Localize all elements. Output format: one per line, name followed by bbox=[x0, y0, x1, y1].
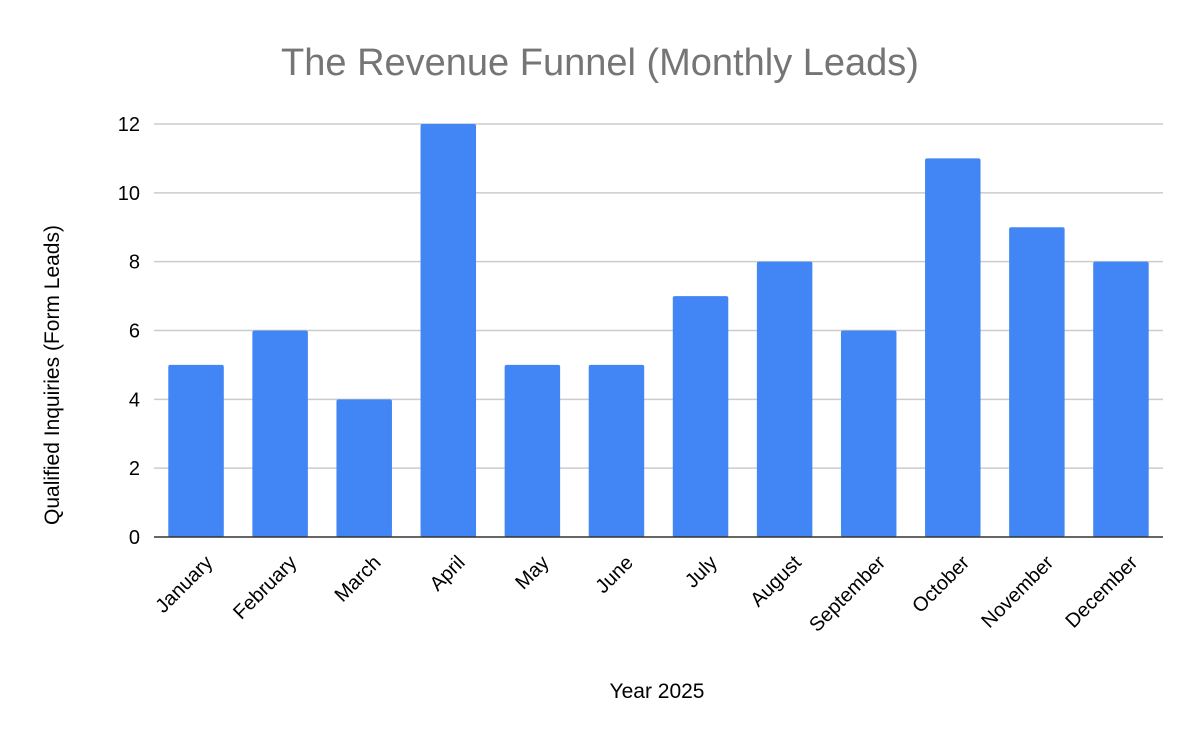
bar-december bbox=[1093, 261, 1149, 537]
bars bbox=[168, 124, 1149, 537]
x-tick-label: October bbox=[908, 551, 974, 617]
bar-april bbox=[420, 124, 477, 537]
y-tick-label: 6 bbox=[129, 321, 140, 343]
bar-march bbox=[336, 399, 392, 537]
gridlines bbox=[154, 123, 1163, 469]
bar-october bbox=[925, 158, 981, 537]
bar-february bbox=[252, 330, 308, 537]
x-tick-label: April bbox=[426, 552, 470, 596]
x-tick-label: July bbox=[681, 552, 722, 593]
x-tick-label: December bbox=[1061, 551, 1142, 632]
y-axis-title: Qualified Inquiries (Form Leads) bbox=[41, 225, 64, 525]
x-tick-label: November bbox=[977, 551, 1058, 632]
bar-november bbox=[1009, 227, 1065, 537]
x-tick-label: August bbox=[746, 551, 806, 611]
y-tick-label: 0 bbox=[129, 527, 140, 549]
bar-may bbox=[504, 364, 561, 537]
chart-title: The Revenue Funnel (Monthly Leads) bbox=[281, 42, 919, 84]
y-tick-label: 10 bbox=[118, 183, 140, 205]
x-axis-ticks: January February March April May June July Augu… bbox=[151, 551, 1142, 636]
bar-june bbox=[588, 364, 645, 537]
y-tick-label: 12 bbox=[118, 114, 140, 136]
bar-september bbox=[840, 330, 897, 537]
y-tick-label: 4 bbox=[129, 389, 140, 411]
x-tick-label: January bbox=[151, 552, 217, 618]
x-tick-label: June bbox=[592, 552, 638, 598]
bar-july bbox=[672, 296, 729, 537]
bar-august bbox=[756, 261, 813, 537]
x-axis-title: Year 2025 bbox=[610, 680, 705, 703]
y-tick-label: 8 bbox=[129, 252, 140, 274]
x-tick-label: March bbox=[331, 552, 386, 607]
bar-january bbox=[168, 364, 224, 537]
x-tick-label: February bbox=[229, 552, 301, 624]
y-tick-label: 2 bbox=[129, 458, 140, 480]
y-axis-ticks: 0 2 4 6 8 10 12 bbox=[118, 114, 140, 549]
x-tick-label: May bbox=[511, 552, 553, 594]
x-tick-label: September bbox=[805, 551, 890, 636]
